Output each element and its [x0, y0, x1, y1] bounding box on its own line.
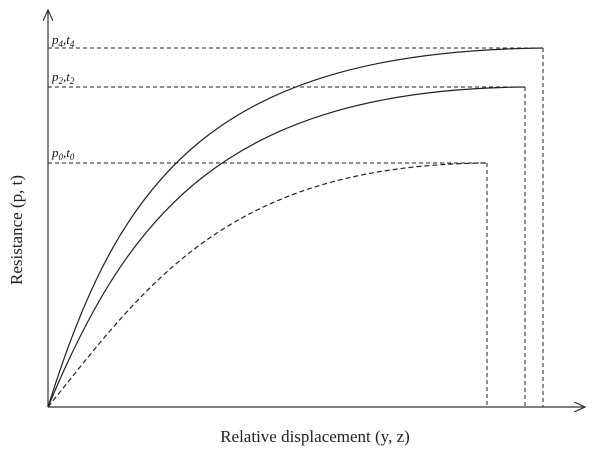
- curve: [47, 162, 488, 408]
- curve-label: p2,t2: [51, 69, 75, 86]
- curve: [47, 86, 526, 408]
- x-axis-title: Relative displacement (y, z): [220, 427, 410, 446]
- curve-label: p0,t0: [51, 145, 75, 162]
- curve: [47, 47, 544, 408]
- curve-label: p4,t4: [51, 32, 75, 49]
- y-axis-title: Resistance (p, t): [7, 175, 26, 285]
